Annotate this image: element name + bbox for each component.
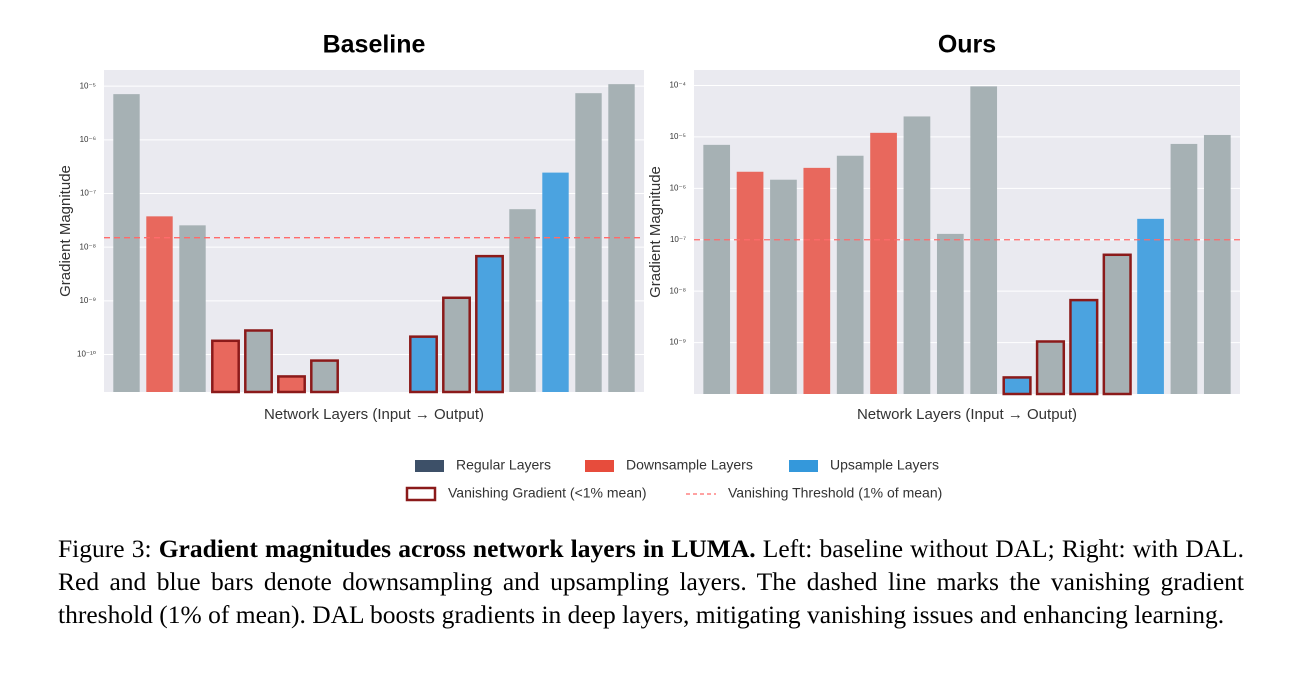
bar (277, 375, 306, 394)
caption-text: Left: baseline without DAL; Right: with … (58, 534, 1244, 629)
legend-label: Vanishing Threshold (1% of mean) (728, 485, 942, 501)
y-axis-label: Gradient Magnitude (647, 166, 664, 298)
y-tick-label: 10⁻⁵ (670, 132, 686, 141)
bar (770, 179, 797, 394)
bar (1170, 143, 1198, 394)
x-axis-label: Network Layers (Input → Output) (857, 406, 1077, 423)
legend-swatch (405, 486, 437, 502)
bar (903, 116, 931, 394)
bar (509, 209, 536, 392)
chart-title: Baseline (323, 31, 426, 59)
bar (542, 172, 569, 392)
bar (736, 171, 764, 394)
bar (211, 339, 240, 394)
caption-bold: Gradient magnitudes across network layer… (158, 534, 756, 563)
bar (244, 329, 273, 394)
y-tick-label: 10⁻⁹ (669, 338, 686, 347)
bar (608, 84, 635, 392)
bar (1102, 253, 1132, 396)
legend-swatch (789, 460, 818, 472)
bar (310, 359, 339, 394)
bar (475, 254, 504, 394)
legend-label: Regular Layers (456, 457, 551, 473)
bar (936, 233, 964, 394)
bar (442, 296, 471, 394)
y-tick-label: 10⁻⁸ (80, 242, 97, 251)
bar (575, 93, 602, 393)
y-tick-label: 10⁻⁷ (80, 189, 96, 198)
legend-label: Vanishing Gradient (<1% mean) (448, 485, 647, 501)
y-tick-label: 10⁻⁶ (80, 135, 96, 144)
y-tick-label: 10⁻⁵ (80, 81, 96, 90)
y-tick-label: 10⁻¹⁰ (77, 350, 96, 359)
x-axis-label: Network Layers (Input → Output) (264, 406, 484, 423)
bar (113, 94, 140, 392)
bar (1069, 298, 1099, 396)
bar (803, 167, 831, 394)
legend-swatch (415, 460, 444, 472)
bar (409, 335, 438, 394)
bar (1137, 218, 1164, 394)
legend-label: Downsample Layers (626, 457, 753, 473)
legend-swatch (585, 460, 614, 472)
figure: Baseline Network Layers (Input → Output) G… (57, 31, 1240, 502)
bar (836, 155, 864, 394)
legend-label: Upsample Layers (830, 457, 939, 473)
y-tick-label: 10⁻⁶ (670, 183, 686, 192)
bar (179, 225, 206, 392)
y-tick-label: 10⁻⁸ (670, 286, 687, 295)
bar (870, 132, 897, 394)
y-axis-label: Gradient Magnitude (57, 165, 74, 297)
caption: Figure 3: Gradient magnitudes across net… (58, 532, 1244, 631)
caption-label: Figure 3: (58, 534, 152, 563)
y-tick-label: 10⁻⁴ (669, 81, 686, 90)
bar (1035, 340, 1066, 396)
chart-title: Ours (938, 31, 996, 59)
y-tick-label: 10⁻⁷ (670, 235, 686, 244)
bar (703, 144, 731, 394)
bar (1002, 376, 1032, 396)
y-tick-label: 10⁻⁹ (79, 296, 96, 305)
bar (146, 216, 173, 392)
bar (1203, 134, 1231, 394)
